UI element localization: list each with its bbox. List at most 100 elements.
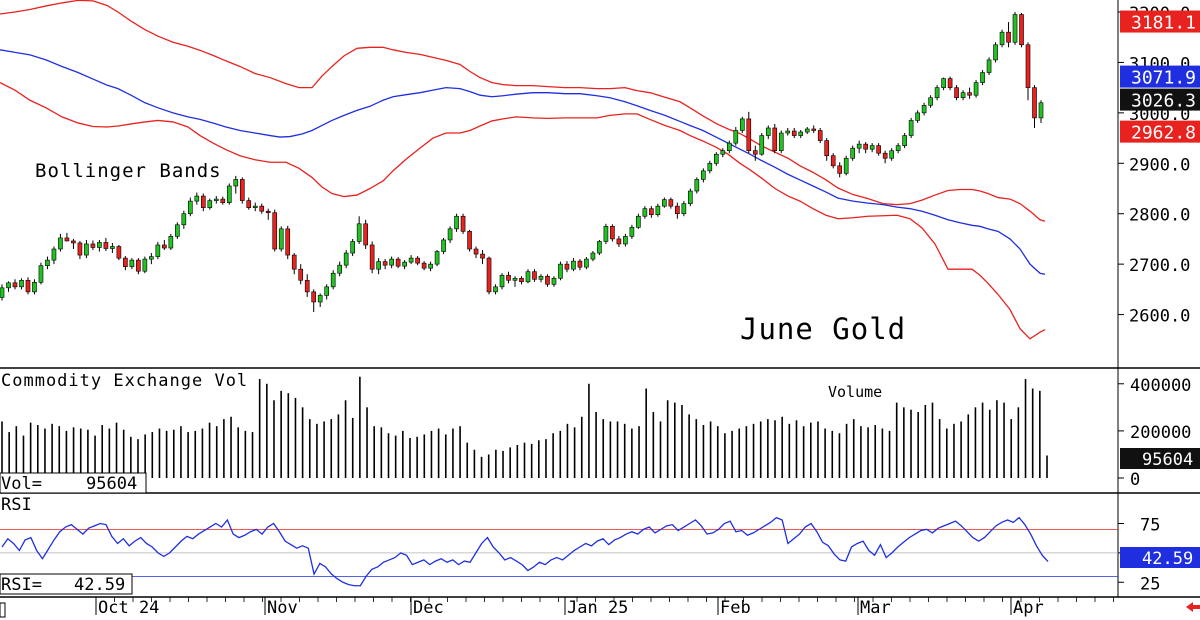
candle-down (473, 246, 479, 259)
candle-down (103, 237, 109, 252)
candle-up (551, 276, 557, 287)
date-tick-label: Dec (413, 598, 444, 618)
date-tick-label: Oct 24 (98, 598, 159, 618)
candle-down (967, 87, 972, 99)
candle-up (850, 145, 855, 161)
rsi-last-tag (1120, 547, 1200, 568)
candle-up (759, 133, 765, 156)
candle-down (545, 274, 550, 287)
price-tag: 3071.9 (1120, 65, 1200, 89)
candle-down (791, 127, 797, 139)
candle-up (590, 251, 596, 262)
rsi-readout-label: RSI= (1, 575, 42, 595)
candle-up (155, 241, 161, 260)
candle-down (12, 279, 18, 290)
candle-up (636, 213, 641, 229)
candle-up (142, 256, 148, 274)
candle-up (941, 77, 946, 91)
candle-down (954, 85, 959, 101)
date-tick-label: Feb (720, 598, 751, 618)
candle-down (863, 142, 868, 154)
candle-up (720, 148, 726, 158)
candle-up (934, 85, 940, 101)
candle-up (233, 175, 239, 194)
price-tag-label: 3181.1 (1131, 13, 1196, 34)
candle-up (175, 222, 180, 239)
candle-up (1038, 100, 1044, 123)
candle-down (817, 127, 823, 144)
lower-band (0, 82, 1046, 340)
candle-down (830, 153, 836, 169)
candle-down (577, 259, 583, 271)
rsi-readout-box (0, 573, 133, 595)
price-tag: 3181.1 (1120, 10, 1200, 34)
candle-up (798, 130, 804, 139)
candle-down (467, 229, 472, 252)
candle-up (973, 80, 979, 98)
left-scroll-stub[interactable] (0, 602, 6, 618)
candle-up (908, 117, 914, 139)
candle-down (291, 253, 297, 275)
candle-down (382, 259, 388, 270)
candle-down (136, 258, 141, 275)
candle-up (188, 197, 193, 217)
candle-down (304, 274, 310, 297)
candle-down (1019, 13, 1024, 48)
candle-down (486, 256, 492, 295)
candle-down (519, 276, 524, 285)
rsi-tick-label: 25 (1140, 574, 1160, 594)
candle-up (499, 273, 505, 290)
candle-down (369, 241, 375, 274)
price-tag: 2962.8 (1120, 120, 1200, 144)
candle-down (837, 162, 843, 178)
candle-up (928, 95, 933, 108)
candle-up (343, 250, 349, 269)
price-tick-label: 2800.0 (1129, 206, 1190, 226)
candle-up (226, 183, 232, 205)
candle-down (947, 76, 953, 91)
candle-up (58, 233, 63, 252)
candle-up (434, 250, 440, 267)
candle-up (778, 130, 784, 154)
candle-down (460, 213, 466, 234)
price-tag-label: 2962.8 (1131, 123, 1196, 144)
candle-down (272, 209, 278, 252)
candle-up (181, 210, 187, 229)
candle-up (6, 281, 11, 292)
volume-last-tag-label: 95604 (1142, 450, 1193, 470)
candle-up (713, 152, 719, 166)
back-arrow-icon[interactable] (1186, 602, 1200, 612)
candle-up (38, 262, 44, 285)
candle-down (162, 239, 167, 251)
candle-up (558, 261, 563, 281)
candle-up (45, 256, 50, 270)
candle-down (64, 232, 70, 242)
candle-up (1012, 12, 1018, 45)
bollinger-bands (0, 0, 1046, 340)
rsi-reference-lines (0, 528, 1118, 577)
candle-up (921, 102, 927, 116)
candle-up (207, 198, 213, 210)
candle-up (19, 278, 24, 290)
candle-down (311, 289, 317, 313)
candle-up (642, 206, 648, 219)
volume-tick-label: 0 (1130, 470, 1140, 490)
price-tick-label: 2600.0 (1129, 307, 1190, 327)
candle-up (538, 274, 544, 283)
candle-down (71, 238, 76, 250)
candle-up (252, 202, 258, 212)
date-tick-label: Apr (1013, 598, 1044, 618)
middle-band (0, 49, 1046, 275)
candle-up (376, 258, 381, 275)
bollinger-subtitle: Bollinger Bands (35, 160, 222, 182)
candle-down (532, 269, 537, 282)
candle-down (1032, 85, 1037, 128)
candle-up (902, 133, 907, 149)
candle-up (324, 284, 330, 300)
candle-down (668, 197, 674, 209)
candle-down (363, 219, 368, 250)
candle-up (408, 255, 414, 265)
candle-up (571, 258, 576, 272)
candle-down (480, 250, 485, 265)
